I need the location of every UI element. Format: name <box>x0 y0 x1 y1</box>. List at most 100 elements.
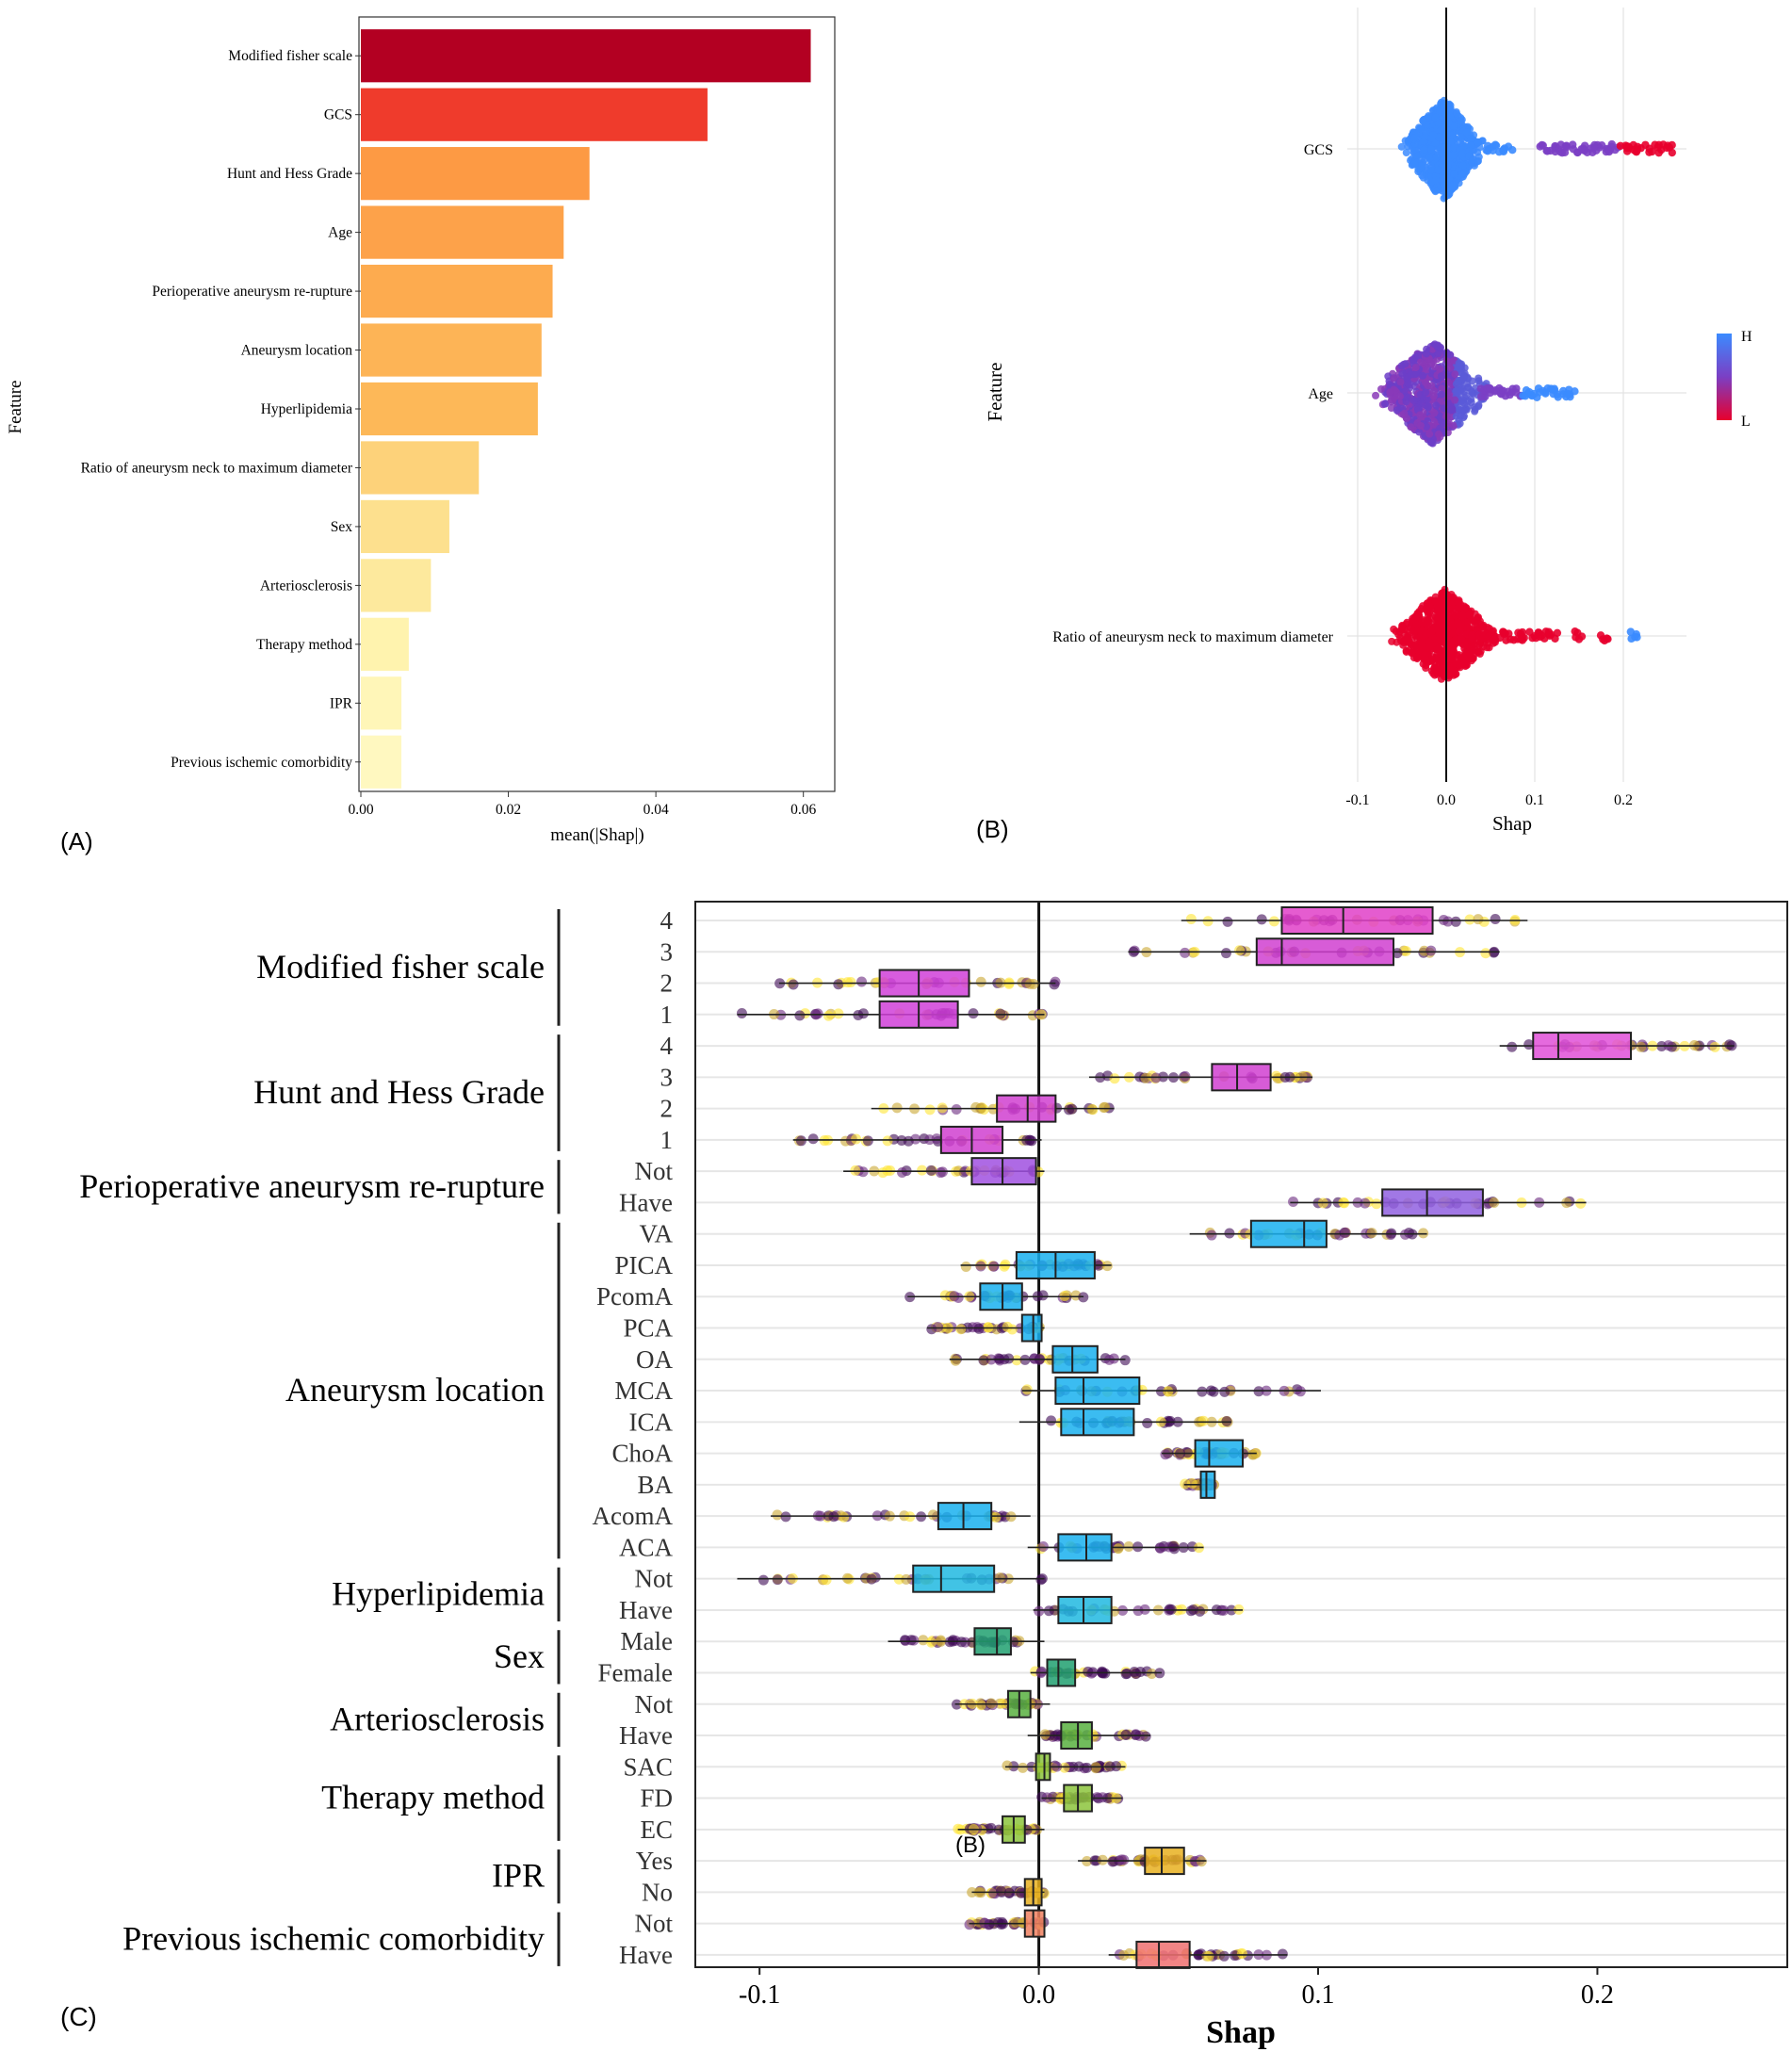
level-label: No <box>642 1878 673 1906</box>
shap-point <box>1397 142 1406 151</box>
x-tick-label: 0.0 <box>1022 1980 1055 2010</box>
group-label: Previous ischemic comorbidity <box>122 1919 545 1957</box>
shap-point <box>1427 145 1436 154</box>
sample-point <box>1222 916 1233 927</box>
x-tick-label: 0.00 <box>348 802 373 818</box>
sample-point <box>999 1261 1010 1272</box>
level-label: 2 <box>660 1095 674 1123</box>
sample-point <box>812 1008 823 1019</box>
level-label: 2 <box>660 969 674 998</box>
sample-point <box>1523 1039 1535 1050</box>
shap-point <box>1439 670 1447 678</box>
box-mark <box>1054 1376 1141 1406</box>
shap-point <box>1424 658 1432 666</box>
box-mark <box>1051 1344 1099 1374</box>
sample-point <box>1034 1605 1045 1617</box>
shap-point <box>1519 391 1527 400</box>
shap-point <box>1456 661 1464 670</box>
shap-point <box>1553 628 1562 638</box>
feature-label: Ratio of aneurysm neck to maximum diamet… <box>1052 629 1333 645</box>
shap-point <box>1505 629 1513 638</box>
sample-point <box>1480 948 1491 959</box>
sample-point <box>1288 1197 1299 1208</box>
panel-c-label: (C) <box>60 2002 97 2031</box>
sample-point <box>926 1637 937 1648</box>
shap-point <box>1452 380 1460 388</box>
level-label: ICA <box>629 1408 674 1436</box>
legend-low-label: L <box>1741 414 1751 430</box>
shap-point <box>1596 631 1605 640</box>
shap-point <box>1474 138 1482 146</box>
shap-point <box>1545 631 1555 640</box>
shap-point <box>1571 387 1579 396</box>
sample-point <box>1010 1916 1021 1928</box>
sample-point <box>1021 1384 1033 1395</box>
panel-b-ylabel: Feature <box>984 363 1006 422</box>
legend-high-label: H <box>1741 329 1752 345</box>
shap-point <box>1434 166 1442 174</box>
panel-c-frame <box>694 901 1788 1968</box>
sample-point <box>1219 1386 1230 1397</box>
category-label: Arteriosclerosis <box>260 578 352 594</box>
sample-point <box>1002 1760 1013 1771</box>
shap-point <box>1474 374 1483 383</box>
shap-point <box>1436 107 1444 116</box>
shap-point <box>1407 423 1415 432</box>
group-label: Hyperlipidemia <box>332 1574 545 1612</box>
shap-point <box>1457 133 1465 141</box>
shap-point <box>1436 432 1444 441</box>
sample-point <box>1018 1762 1029 1773</box>
sample-point <box>856 976 868 987</box>
shap-point <box>1405 381 1413 389</box>
shap-point <box>1437 125 1445 134</box>
shap-point <box>1423 345 1431 353</box>
shap-point <box>1407 370 1415 379</box>
level-label: Yes <box>636 1847 673 1875</box>
panel-b: GCS Age Ratio of aneurysm neck to maximum … <box>976 8 1752 843</box>
bar-mark <box>361 676 402 730</box>
shap-point <box>1377 384 1385 393</box>
box-mark <box>973 1627 1012 1656</box>
shap-point <box>1392 627 1400 636</box>
box-mark <box>1060 1721 1093 1751</box>
sample-point <box>833 979 844 990</box>
shap-point <box>1431 113 1440 122</box>
sample-point <box>851 1133 862 1145</box>
panel-c-stray-label: (B) <box>955 1832 986 1858</box>
shap-point <box>1475 617 1484 626</box>
shap-point <box>1456 363 1464 371</box>
sample-point <box>821 1574 832 1586</box>
level-label: 3 <box>660 1063 674 1091</box>
sample-point <box>990 1512 1002 1523</box>
category-label: Perioperative aneurysm re-rupture <box>152 284 352 300</box>
level-label: AcomA <box>593 1502 674 1530</box>
sample-point <box>1220 948 1231 959</box>
shap-point <box>1438 384 1446 393</box>
panel-a-frame <box>358 16 836 792</box>
shap-point <box>1641 140 1650 149</box>
sample-point <box>833 1008 844 1019</box>
level-label: 1 <box>660 1126 674 1154</box>
sample-point <box>975 1261 986 1272</box>
shap-point <box>1420 145 1428 154</box>
panel-a-label: (A) <box>60 827 93 855</box>
sample-point <box>1109 1073 1120 1084</box>
shap-point <box>1448 182 1457 190</box>
shap-point <box>1457 412 1465 420</box>
shap-point <box>1416 421 1425 430</box>
box-mark <box>1211 1063 1272 1092</box>
box-mark <box>979 1282 1023 1311</box>
group-label: Perioperative aneurysm re-rupture <box>79 1167 545 1205</box>
sample-point <box>1146 1669 1157 1680</box>
shap-point <box>1419 117 1427 125</box>
sample-point <box>1011 1355 1022 1366</box>
level-label: MCA <box>614 1376 673 1405</box>
sample-point <box>772 1509 783 1521</box>
x-tick-label: 0.2 <box>1581 1980 1614 2010</box>
sample-point <box>758 1574 769 1586</box>
sample-point <box>1180 1478 1191 1490</box>
panel-a: Modified fisher scale GCS Hunt and Hess Gr… <box>6 16 836 855</box>
shap-point <box>1386 388 1394 397</box>
sample-point <box>1234 945 1246 956</box>
shap-point <box>1548 385 1556 394</box>
